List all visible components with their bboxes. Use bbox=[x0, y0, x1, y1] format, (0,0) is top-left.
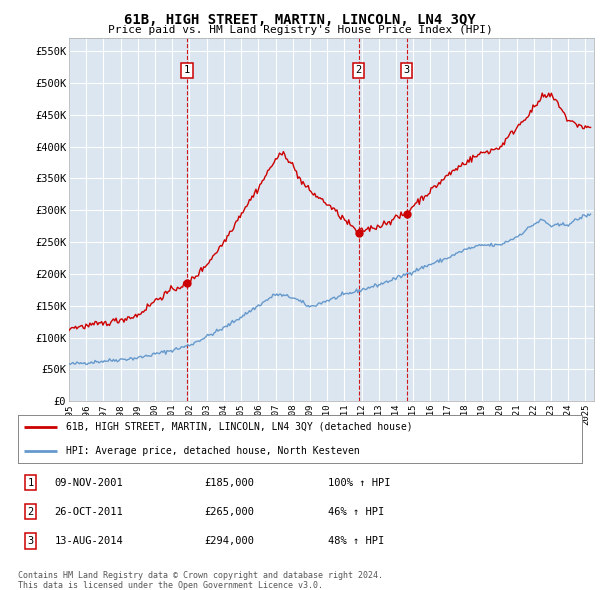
Text: This data is licensed under the Open Government Licence v3.0.: This data is licensed under the Open Gov… bbox=[18, 581, 323, 589]
Text: 09-NOV-2001: 09-NOV-2001 bbox=[55, 477, 124, 487]
Text: 2: 2 bbox=[355, 65, 362, 75]
Text: £185,000: £185,000 bbox=[204, 477, 254, 487]
Text: £265,000: £265,000 bbox=[204, 507, 254, 517]
Text: 26-OCT-2011: 26-OCT-2011 bbox=[55, 507, 124, 517]
Text: Price paid vs. HM Land Registry's House Price Index (HPI): Price paid vs. HM Land Registry's House … bbox=[107, 25, 493, 35]
Text: 61B, HIGH STREET, MARTIN, LINCOLN, LN4 3QY (detached house): 61B, HIGH STREET, MARTIN, LINCOLN, LN4 3… bbox=[66, 422, 413, 432]
Text: 1: 1 bbox=[184, 65, 190, 75]
Text: Contains HM Land Registry data © Crown copyright and database right 2024.: Contains HM Land Registry data © Crown c… bbox=[18, 571, 383, 579]
Text: 100% ↑ HPI: 100% ↑ HPI bbox=[328, 477, 391, 487]
Text: 3: 3 bbox=[404, 65, 410, 75]
Text: 1: 1 bbox=[27, 477, 34, 487]
Text: 2: 2 bbox=[27, 507, 34, 517]
Text: 48% ↑ HPI: 48% ↑ HPI bbox=[328, 536, 385, 546]
Text: 13-AUG-2014: 13-AUG-2014 bbox=[55, 536, 124, 546]
Text: 46% ↑ HPI: 46% ↑ HPI bbox=[328, 507, 385, 517]
Text: HPI: Average price, detached house, North Kesteven: HPI: Average price, detached house, Nort… bbox=[66, 446, 359, 456]
Text: 3: 3 bbox=[27, 536, 34, 546]
Text: 61B, HIGH STREET, MARTIN, LINCOLN, LN4 3QY: 61B, HIGH STREET, MARTIN, LINCOLN, LN4 3… bbox=[124, 13, 476, 27]
Text: £294,000: £294,000 bbox=[204, 536, 254, 546]
